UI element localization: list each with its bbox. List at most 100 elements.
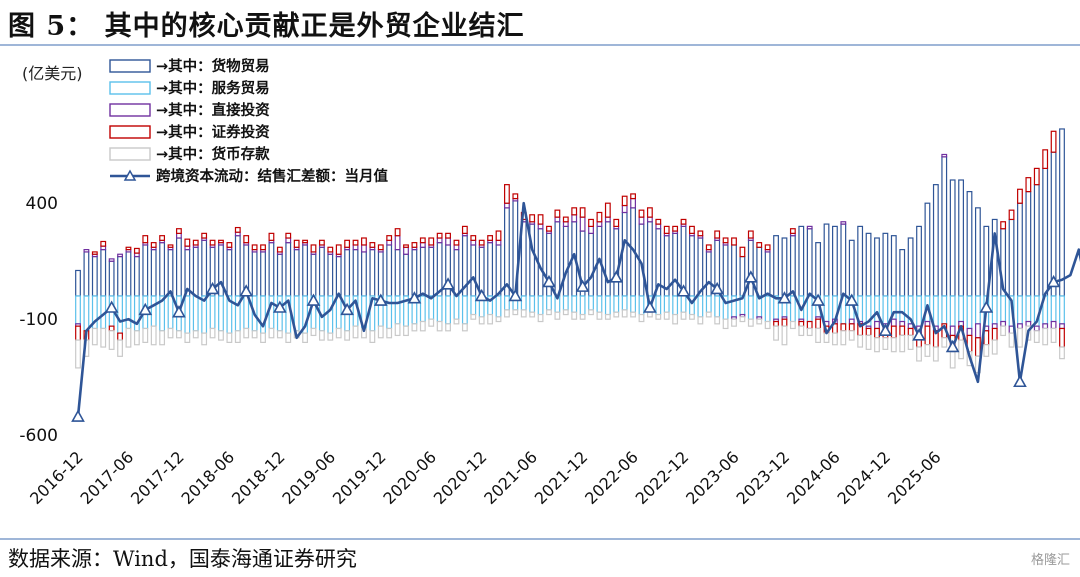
bar-series3-52 <box>512 193 519 200</box>
bar-series3-58 <box>562 216 569 223</box>
bar-series0-68 <box>646 221 653 297</box>
x-tick-label: 2017-06 <box>77 447 138 508</box>
bar-series3-85 <box>789 228 796 234</box>
x-tick-label: 2017-12 <box>127 447 188 508</box>
bar-series4-109 <box>991 339 998 355</box>
bar-series4-19 <box>234 330 241 343</box>
bar-series0-51 <box>504 207 510 297</box>
line-marker-68 <box>643 300 657 313</box>
bar-series0-9 <box>150 249 157 297</box>
bar-series4-62 <box>596 311 603 320</box>
bar-series4-110 <box>1000 325 1007 337</box>
bar-series1-45 <box>453 295 460 320</box>
bar-series3-69 <box>655 218 662 225</box>
bar-series3-77 <box>722 237 729 244</box>
bar-series0-33 <box>352 249 359 297</box>
bar-series4-80 <box>747 318 754 327</box>
bar-series0-82 <box>764 251 771 297</box>
bar-series0-29 <box>318 246 325 297</box>
bar-series0-6 <box>125 251 132 297</box>
bar-series2-34 <box>361 244 367 253</box>
bar-series0-48 <box>478 246 485 297</box>
legend-swatch-1 <box>109 81 151 95</box>
bar-series0-107 <box>974 207 981 297</box>
bar-series1-31 <box>335 295 342 330</box>
bar-series1-13 <box>184 295 191 334</box>
bar-series3-112 <box>1017 188 1023 204</box>
bar-series2-5 <box>117 253 123 258</box>
bar-series2-25 <box>285 237 292 244</box>
bar-series4-79 <box>739 316 746 323</box>
bar-series0-89 <box>823 223 830 297</box>
bar-series3-74 <box>697 230 704 237</box>
bar-series3-66 <box>630 193 636 200</box>
bar-series0-97 <box>890 235 897 297</box>
bar-series0-94 <box>865 232 872 297</box>
bar-series2-116 <box>1050 320 1057 330</box>
bar-series1-104 <box>949 295 956 327</box>
bar-series2-92 <box>848 318 855 325</box>
line-marker-36 <box>373 293 388 306</box>
bar-series3-99 <box>907 327 914 337</box>
bar-series0-84 <box>781 237 788 297</box>
bar-series4-82 <box>764 320 771 330</box>
bar-series3-21 <box>251 244 258 251</box>
line-marker-28 <box>306 293 321 306</box>
bar-series2-41 <box>419 242 426 248</box>
bar-series2-69 <box>655 223 662 230</box>
bar-series4-30 <box>327 332 334 341</box>
bar-series0-87 <box>806 228 813 297</box>
bar-series2-38 <box>394 235 401 251</box>
bar-series3-67 <box>638 209 645 218</box>
bar-series4-85 <box>789 320 796 330</box>
bar-series2-60 <box>579 216 586 232</box>
bar-series4-21 <box>251 330 258 339</box>
bar-series3-20 <box>243 235 250 244</box>
line-marker-72 <box>676 284 691 297</box>
bar-series2-50 <box>495 239 502 246</box>
bar-series0-92 <box>848 239 855 297</box>
bar-series1-107 <box>974 295 981 325</box>
bar-series0-24 <box>276 253 283 297</box>
bar-series0-113 <box>1025 191 1032 297</box>
legend-swatch-4 <box>109 147 151 161</box>
bar-series3-5 <box>117 332 123 341</box>
bar-series1-59 <box>571 295 578 313</box>
bar-series4-104 <box>949 351 956 369</box>
line-layer <box>71 201 1080 422</box>
line-marker-52 <box>508 288 523 302</box>
line-marker-84 <box>777 291 792 304</box>
bar-series4-48 <box>478 316 485 325</box>
bar-series0-88 <box>815 242 822 297</box>
bar-series2-67 <box>638 216 645 225</box>
bar-series3-94 <box>865 327 872 337</box>
bar-series1-72 <box>680 295 687 313</box>
bar-series0-98 <box>899 249 906 297</box>
bar-series2-104 <box>949 325 956 337</box>
bar-series4-14 <box>192 330 199 339</box>
bar-series3-62 <box>596 211 603 223</box>
x-tick-label: 2018-06 <box>178 447 239 508</box>
bar-series3-16 <box>209 239 216 246</box>
bar-series1-53 <box>520 295 527 311</box>
bar-series1-80 <box>747 295 754 320</box>
bar-series0-74 <box>697 237 704 297</box>
bar-series4-29 <box>318 330 325 341</box>
bar-series2-97 <box>890 318 897 327</box>
bar-series3-64 <box>613 218 620 228</box>
bar-series3-71 <box>672 225 679 232</box>
bar-series4-77 <box>722 318 729 330</box>
bar-series4-37 <box>386 327 393 339</box>
bar-series0-63 <box>604 221 611 297</box>
bar-series1-46 <box>461 295 468 325</box>
bar-series0-61 <box>588 232 594 297</box>
bar-series4-65 <box>621 309 628 318</box>
bar-series3-40 <box>411 242 418 248</box>
bar-series3-31 <box>335 244 342 255</box>
bar-series1-56 <box>546 295 552 311</box>
bar-series0-0 <box>75 269 81 297</box>
bar-series3-81 <box>756 242 763 248</box>
bar-series1-50 <box>495 295 502 318</box>
line-marker-44 <box>441 277 455 290</box>
bar-series4-12 <box>176 330 182 339</box>
